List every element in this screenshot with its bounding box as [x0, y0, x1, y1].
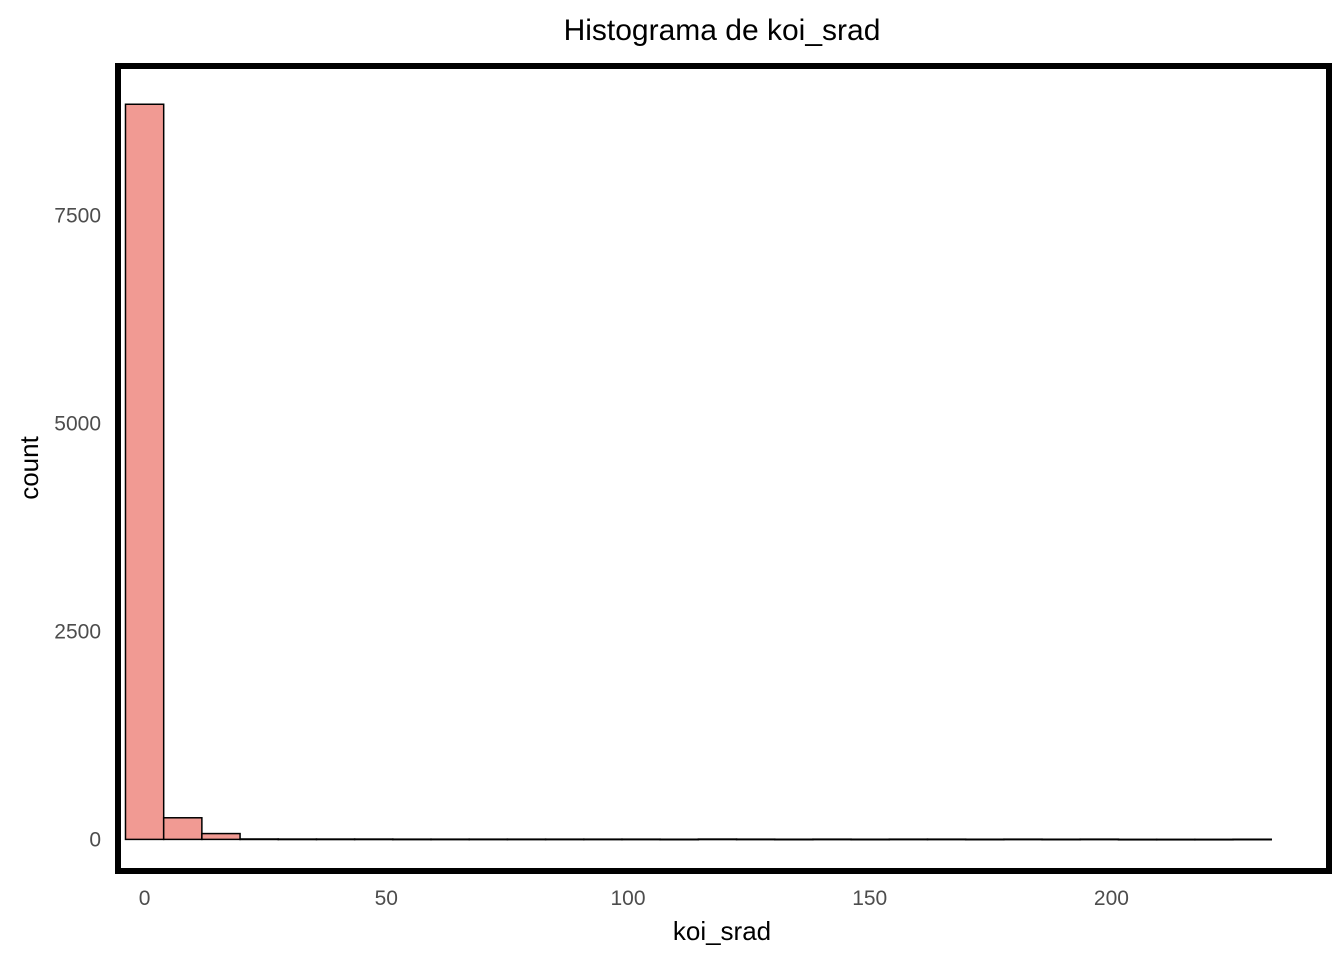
histogram-bar	[773, 838, 814, 841]
histogram-bar	[1155, 838, 1196, 841]
x-tick-label: 0	[139, 887, 151, 910]
histogram-bar	[888, 838, 929, 841]
histogram-bar	[544, 838, 585, 841]
histogram-bar	[1117, 838, 1158, 841]
histogram-bar	[124, 103, 165, 841]
histogram-bar	[392, 838, 432, 841]
histogram-bar	[850, 838, 891, 841]
x-axis: 0 50 100 150 200	[139, 871, 1129, 910]
y-axis: 0 2500 5000 7500	[54, 205, 118, 851]
y-axis-title: count	[14, 435, 44, 499]
histogram-bar	[1079, 838, 1120, 841]
y-tick-label: 7500	[54, 205, 101, 228]
histogram-bar	[468, 838, 509, 841]
chart-title: Histograma de koi_srad	[564, 14, 881, 47]
x-tick-label: 100	[610, 887, 645, 910]
histogram-bar	[964, 838, 1005, 841]
histogram-bar	[201, 832, 241, 841]
histogram-bar	[162, 817, 203, 841]
histogram-bar	[1041, 838, 1082, 841]
histogram-bar	[583, 838, 623, 841]
histogram-bar	[277, 838, 318, 841]
histogram-bar	[315, 838, 356, 841]
histogram-bar	[735, 838, 776, 841]
x-tick-label: 200	[1094, 887, 1129, 910]
histogram-bar	[506, 838, 547, 841]
panel-border	[115, 63, 1332, 874]
x-axis-title: koi_srad	[673, 916, 771, 946]
histogram-bar	[1194, 838, 1234, 841]
histogram-bar	[353, 838, 394, 841]
histogram-bar	[697, 838, 738, 841]
histogram-bar	[621, 838, 661, 841]
histogram-bar	[659, 838, 700, 841]
y-tick-label: 0	[89, 828, 101, 851]
histogram-bar	[1003, 838, 1043, 841]
y-tick-label: 2500	[54, 620, 101, 643]
histogram-bar	[430, 838, 470, 841]
bars-group	[124, 103, 1272, 841]
x-tick-label: 150	[852, 887, 887, 910]
y-tick-label: 5000	[54, 413, 101, 436]
histogram-bar	[812, 838, 852, 841]
histogram-bar	[926, 838, 967, 841]
histogram-bar	[1232, 838, 1272, 841]
x-tick-label: 50	[375, 887, 398, 910]
histogram-bar	[239, 838, 280, 841]
